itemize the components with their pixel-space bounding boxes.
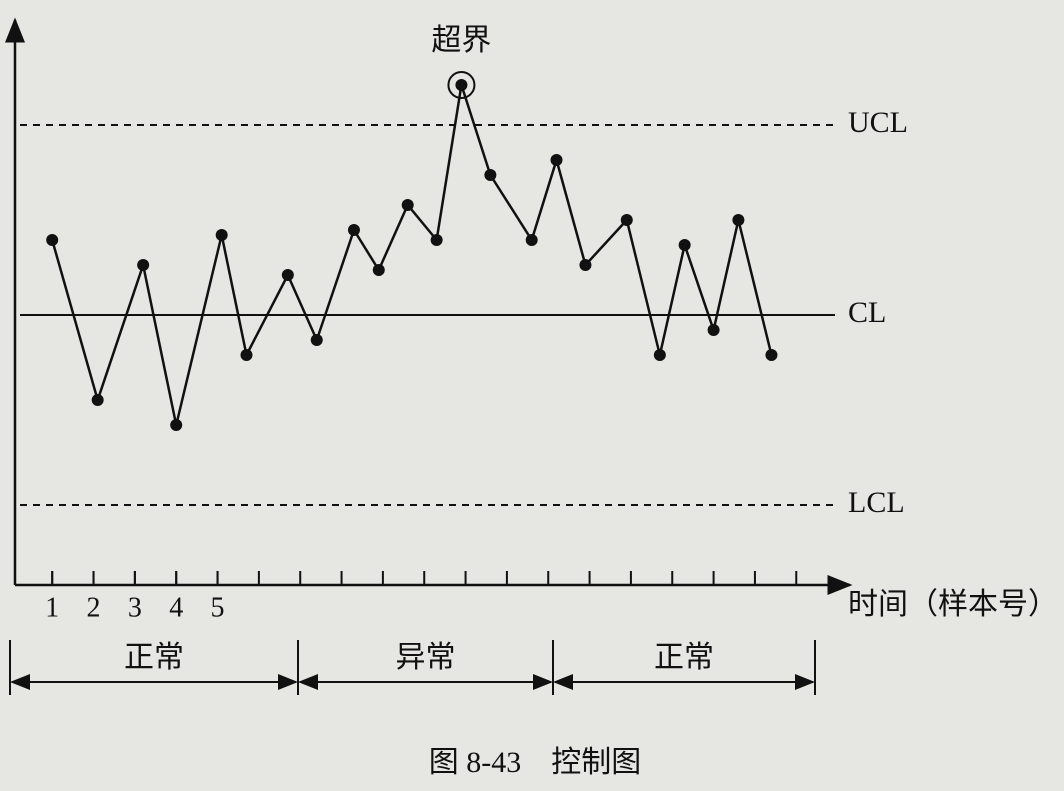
data-point <box>550 154 563 166</box>
out-of-limit-ring <box>447 71 476 99</box>
data-point <box>653 349 666 361</box>
limit-label: LCL <box>848 486 905 519</box>
data-point <box>281 269 294 281</box>
data-point <box>347 224 360 236</box>
data-point <box>170 419 183 431</box>
x-tick-label: 1 <box>45 592 59 623</box>
data-point <box>620 214 633 226</box>
data-point <box>707 324 720 336</box>
data-point <box>484 169 497 181</box>
data-point <box>91 394 104 406</box>
data-point <box>372 264 385 276</box>
data-point <box>310 334 323 346</box>
segment-label: 正常 <box>124 641 184 674</box>
segment-label: 正常 <box>654 641 714 674</box>
data-point <box>678 239 691 251</box>
x-tick-label: 5 <box>211 592 225 623</box>
x-tick-label: 4 <box>169 592 183 623</box>
x-tick-label: 2 <box>87 592 101 623</box>
data-point <box>215 229 228 241</box>
data-point <box>525 234 538 246</box>
data-point <box>137 259 150 271</box>
segment-label: 异常 <box>396 641 456 674</box>
data-point <box>732 214 745 226</box>
x-tick-label: 3 <box>128 592 142 623</box>
limit-label: UCL <box>848 106 908 139</box>
annotation: 超界 <box>431 24 491 57</box>
data-point <box>765 349 778 361</box>
data-point <box>579 259 592 271</box>
limit-label: CL <box>848 296 886 329</box>
data-point <box>455 79 468 91</box>
data-point <box>401 199 414 211</box>
caption: 图 8-43 控制图 <box>429 746 642 779</box>
data-point <box>430 234 443 246</box>
data-line <box>51 84 773 426</box>
data-point <box>240 349 253 361</box>
data-point <box>46 234 59 246</box>
x-axis-label: 时间（样本号） <box>848 588 1058 621</box>
